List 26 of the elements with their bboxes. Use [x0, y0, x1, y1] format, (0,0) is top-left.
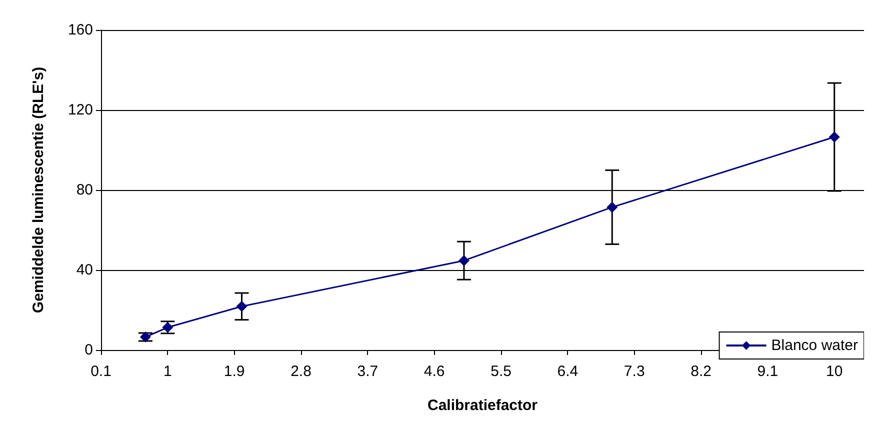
x-tick-label: 9.1	[757, 363, 778, 380]
x-tick-label: 3.7	[357, 363, 378, 380]
x-axis-title: Calibratiefactor	[427, 397, 538, 414]
x-tick-label: 4.6	[424, 363, 445, 380]
x-tick-label: 7.3	[624, 363, 645, 380]
point	[458, 255, 470, 266]
x-tick-label: 2.8	[290, 363, 312, 380]
x-tick-label: 8.2	[690, 363, 712, 380]
point	[162, 322, 174, 333]
x-tick-label: 1	[164, 363, 172, 380]
point	[606, 202, 618, 213]
y-tick-label: 0	[84, 342, 93, 358]
legend-label: Blanco water	[771, 337, 858, 354]
point	[236, 300, 248, 312]
y-axis-title: Gemiddelde luminescentie (RLE's)	[30, 66, 47, 314]
y-tick-label: 120	[68, 102, 93, 118]
x-tick-label: 0.1	[90, 363, 112, 380]
x-tick-label: 5.5	[490, 363, 512, 380]
x-tick-label: 1.9	[224, 363, 245, 380]
point	[828, 132, 840, 142]
y-tick-label: 160	[68, 22, 93, 38]
point	[140, 332, 151, 342]
y-tick-label: 40	[76, 262, 93, 278]
x-tick-label: 10	[826, 363, 843, 380]
x-tick-label: 6.4	[557, 363, 578, 380]
y-tick-label: 80	[76, 182, 93, 198]
